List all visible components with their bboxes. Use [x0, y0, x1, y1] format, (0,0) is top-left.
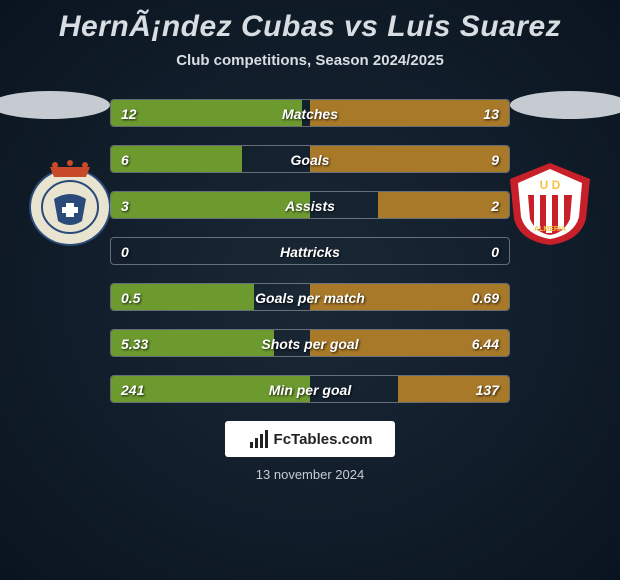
stat-label: Shots per goal	[111, 330, 509, 357]
date-label: 13 november 2024	[0, 467, 620, 482]
stat-label: Min per goal	[111, 376, 509, 403]
stat-row: 241137Min per goal	[110, 375, 510, 403]
stat-row: 69Goals	[110, 145, 510, 173]
almeria-icon: U D ALMERIA	[500, 159, 600, 247]
stats-list: 1213Matches 69Goals 32Assists 00Hattricks 0.…	[110, 99, 510, 403]
footer-brand[interactable]: FcTables.com	[225, 421, 395, 457]
stat-label: Assists	[111, 192, 509, 219]
stat-label: Hattricks	[111, 238, 509, 265]
player-oval-right	[510, 91, 620, 119]
stat-label: Matches	[111, 100, 509, 127]
stat-row: 0.50.69Goals per match	[110, 283, 510, 311]
stat-row: 5.336.44Shots per goal	[110, 329, 510, 357]
svg-text:ALMERIA: ALMERIA	[534, 226, 566, 233]
stat-row: 1213Matches	[110, 99, 510, 127]
comparison-panel: U D ALMERIA 1213Matches 69Goals 32Assists 0…	[0, 99, 620, 403]
fctables-icon	[248, 430, 270, 448]
svg-text:U D: U D	[540, 178, 561, 192]
stat-row: 00Hattricks	[110, 237, 510, 265]
stat-label: Goals	[111, 146, 509, 173]
club-badge-right: U D ALMERIA	[500, 159, 600, 247]
player-oval-left	[0, 91, 110, 119]
stat-row: 32Assists	[110, 191, 510, 219]
deportivo-icon	[20, 159, 120, 247]
page-title: HernÃ¡ndez Cubas vs Luis Suarez	[0, 0, 620, 44]
subtitle: Club competitions, Season 2024/2025	[0, 52, 620, 69]
stat-label: Goals per match	[111, 284, 509, 311]
footer-brand-text: FcTables.com	[274, 431, 373, 448]
club-badge-left	[20, 159, 120, 247]
